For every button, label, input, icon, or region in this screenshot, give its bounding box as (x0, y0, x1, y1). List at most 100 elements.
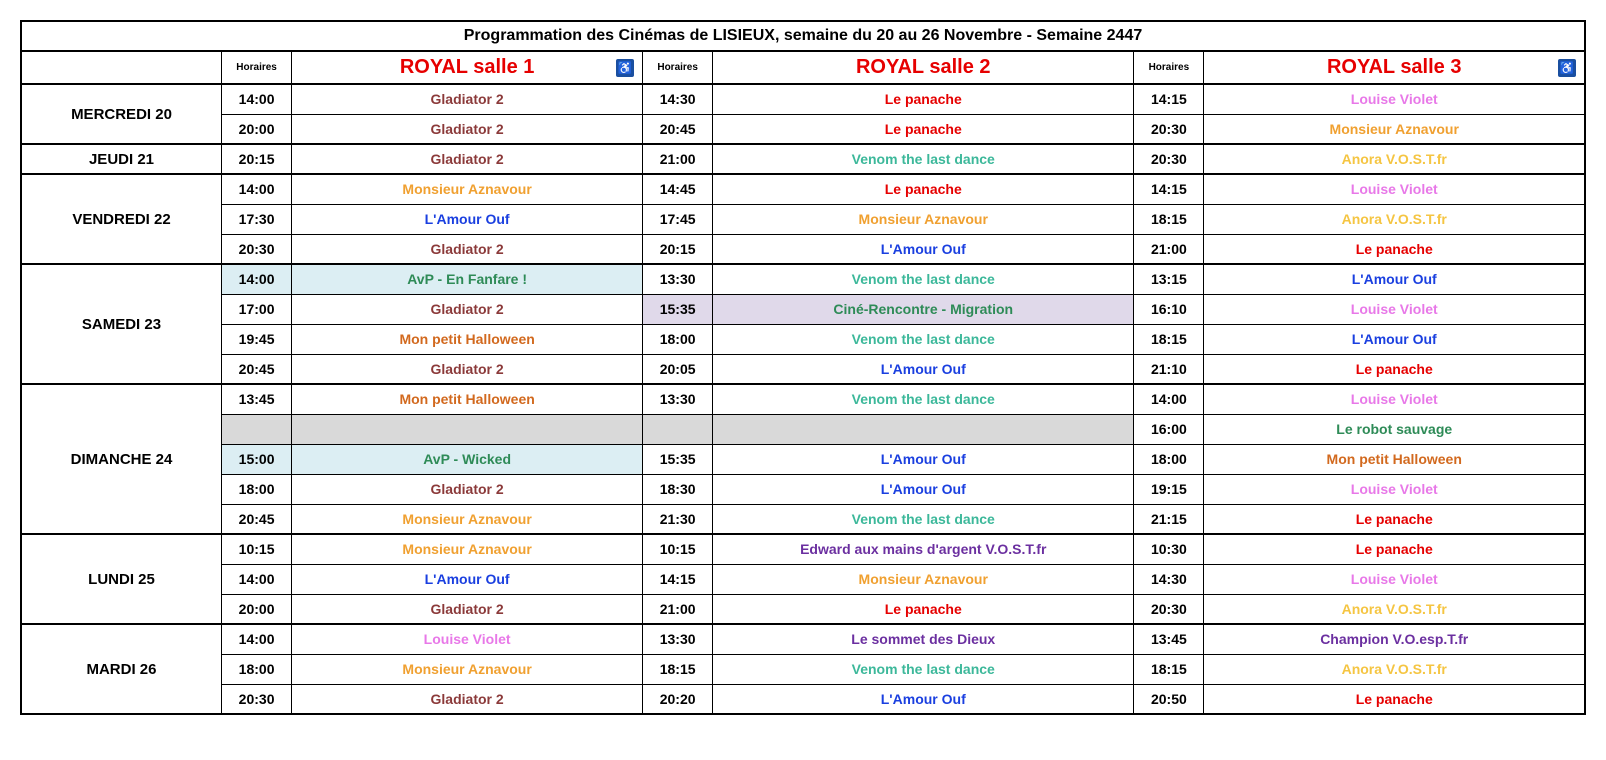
film-title: Venom the last dance (713, 264, 1134, 294)
film-title: Gladiator 2 (292, 294, 643, 324)
film-title: Anora V.O.S.T.fr (1204, 594, 1585, 624)
film-title: Le panache (1204, 234, 1585, 264)
showtime: 21:10 (1134, 354, 1204, 384)
showtime (643, 414, 713, 444)
showtime: 14:00 (1134, 384, 1204, 414)
showtime: 20:50 (1134, 684, 1204, 714)
showtime: 14:00 (222, 84, 292, 114)
film-title: Le panache (1204, 354, 1585, 384)
schedule-table: Programmation des Cinémas de LISIEUX, se… (20, 20, 1586, 715)
film-title: Anora V.O.S.T.fr (1204, 144, 1585, 174)
film-title: AvP - En Fanfare ! (292, 264, 643, 294)
showtime: 20:45 (222, 504, 292, 534)
film-title: Monsieur Aznavour (713, 204, 1134, 234)
film-title: Louise Violet (1204, 84, 1585, 114)
film-title: Gladiator 2 (292, 684, 643, 714)
showtime: 20:45 (222, 354, 292, 384)
showtime: 14:30 (1134, 564, 1204, 594)
showtime: 14:00 (222, 624, 292, 654)
showtime: 20:15 (643, 234, 713, 264)
showtime: 19:45 (222, 324, 292, 354)
showtime: 20:30 (1134, 114, 1204, 144)
salle-header-3: ROYAL salle 3♿ (1204, 51, 1585, 84)
showtime: 20:30 (1134, 594, 1204, 624)
showtime: 10:15 (222, 534, 292, 564)
horaires-header: Horaires (643, 51, 713, 84)
film-title: Venom the last dance (713, 504, 1134, 534)
film-title: L'Amour Ouf (292, 204, 643, 234)
showtime: 14:15 (1134, 174, 1204, 204)
film-title: Louise Violet (292, 624, 643, 654)
wheelchair-icon: ♿ (1558, 59, 1576, 77)
film-title: Le sommet des Dieux (713, 624, 1134, 654)
showtime: 20:30 (1134, 144, 1204, 174)
showtime: 17:00 (222, 294, 292, 324)
film-title: AvP - Wicked (292, 444, 643, 474)
showtime (222, 414, 292, 444)
day-label: MARDI 26 (21, 624, 222, 714)
showtime: 14:00 (222, 564, 292, 594)
salle-header-1: ROYAL salle 1♿ (292, 51, 643, 84)
film-title: Louise Violet (1204, 384, 1585, 414)
film-title: Gladiator 2 (292, 144, 643, 174)
showtime: 14:00 (222, 174, 292, 204)
film-title: Monsieur Aznavour (292, 654, 643, 684)
film-title: Louise Violet (1204, 564, 1585, 594)
showtime: 18:00 (222, 474, 292, 504)
film-title: Ciné-Rencontre - Migration (713, 294, 1134, 324)
showtime: 14:45 (643, 174, 713, 204)
film-title: Anora V.O.S.T.fr (1204, 654, 1585, 684)
film-title: Monsieur Aznavour (713, 564, 1134, 594)
horaires-header: Horaires (222, 51, 292, 84)
film-title: Le robot sauvage (1204, 414, 1585, 444)
film-title: L'Amour Ouf (713, 684, 1134, 714)
film-title: Le panache (1204, 534, 1585, 564)
showtime: 13:45 (222, 384, 292, 414)
showtime: 16:00 (1134, 414, 1204, 444)
film-title: Mon petit Halloween (292, 324, 643, 354)
film-title: Monsieur Aznavour (292, 534, 643, 564)
film-title: Monsieur Aznavour (292, 174, 643, 204)
showtime: 17:45 (643, 204, 713, 234)
showtime: 13:30 (643, 624, 713, 654)
showtime: 15:35 (643, 444, 713, 474)
film-title: Edward aux mains d'argent V.O.S.T.fr (713, 534, 1134, 564)
film-title: Venom the last dance (713, 384, 1134, 414)
film-title: Gladiator 2 (292, 354, 643, 384)
film-title: L'Amour Ouf (713, 234, 1134, 264)
film-title: Le panache (1204, 684, 1585, 714)
showtime: 18:15 (643, 654, 713, 684)
film-title: Venom the last dance (713, 654, 1134, 684)
film-title: L'Amour Ouf (1204, 324, 1585, 354)
showtime: 20:30 (222, 234, 292, 264)
film-title: Venom the last dance (713, 144, 1134, 174)
film-title: Le panache (713, 594, 1134, 624)
showtime: 13:30 (643, 264, 713, 294)
showtime: 18:00 (222, 654, 292, 684)
day-label: VENDREDI 22 (21, 174, 222, 264)
film-title (292, 414, 643, 444)
day-label: MERCREDI 20 (21, 84, 222, 144)
film-title: Monsieur Aznavour (292, 504, 643, 534)
showtime: 20:15 (222, 144, 292, 174)
showtime: 13:45 (1134, 624, 1204, 654)
film-title: Gladiator 2 (292, 84, 643, 114)
showtime: 18:00 (1134, 444, 1204, 474)
film-title: Mon petit Halloween (1204, 444, 1585, 474)
film-title: Gladiator 2 (292, 114, 643, 144)
showtime: 20:05 (643, 354, 713, 384)
film-title: Louise Violet (1204, 294, 1585, 324)
day-label: LUNDI 25 (21, 534, 222, 624)
film-title: L'Amour Ouf (1204, 264, 1585, 294)
showtime: 20:45 (643, 114, 713, 144)
showtime: 20:00 (222, 114, 292, 144)
showtime: 14:30 (643, 84, 713, 114)
salle-header-2: ROYAL salle 2 (713, 51, 1134, 84)
film-title: L'Amour Ouf (713, 354, 1134, 384)
showtime: 10:30 (1134, 534, 1204, 564)
showtime: 14:00 (222, 264, 292, 294)
film-title: Anora V.O.S.T.fr (1204, 204, 1585, 234)
showtime: 21:30 (643, 504, 713, 534)
showtime: 10:15 (643, 534, 713, 564)
film-title: Louise Violet (1204, 474, 1585, 504)
